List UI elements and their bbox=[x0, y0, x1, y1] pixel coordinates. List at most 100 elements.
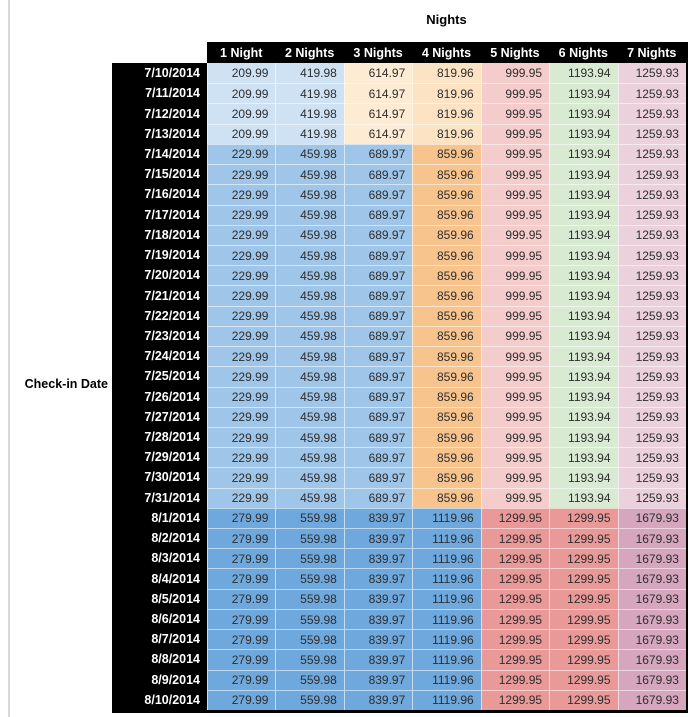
price-cell[interactable]: 1193.94 bbox=[549, 204, 618, 225]
price-cell[interactable]: 999.95 bbox=[480, 184, 550, 205]
price-cell[interactable]: 459.98 bbox=[275, 447, 344, 468]
price-cell[interactable]: 1193.94 bbox=[549, 164, 618, 185]
checkin-date-cell[interactable]: 8/7/2014 bbox=[112, 629, 207, 650]
price-cell[interactable]: 279.99 bbox=[207, 608, 276, 630]
price-cell[interactable]: 1193.94 bbox=[549, 83, 618, 104]
price-cell[interactable]: 209.99 bbox=[207, 103, 276, 124]
price-cell[interactable]: 229.99 bbox=[207, 184, 276, 205]
price-cell[interactable]: 279.99 bbox=[207, 689, 276, 710]
price-cell[interactable]: 689.97 bbox=[343, 447, 413, 468]
price-cell[interactable]: 999.95 bbox=[480, 467, 550, 488]
price-cell[interactable]: 689.97 bbox=[343, 143, 413, 165]
price-cell[interactable]: 229.99 bbox=[207, 386, 276, 407]
price-cell[interactable]: 614.97 bbox=[343, 83, 413, 104]
price-cell[interactable]: 1299.95 bbox=[549, 608, 618, 630]
price-cell[interactable]: 279.99 bbox=[207, 649, 276, 670]
price-cell[interactable]: 839.97 bbox=[343, 629, 413, 650]
checkin-date-cell[interactable]: 8/6/2014 bbox=[112, 608, 207, 630]
checkin-date-cell[interactable]: 8/5/2014 bbox=[112, 588, 207, 609]
price-cell[interactable]: 1119.96 bbox=[412, 507, 481, 529]
checkin-date-cell[interactable]: 7/28/2014 bbox=[112, 426, 207, 448]
price-cell[interactable]: 1299.95 bbox=[549, 588, 618, 609]
price-cell[interactable]: 859.96 bbox=[412, 386, 481, 407]
price-cell[interactable]: 279.99 bbox=[207, 588, 276, 609]
price-cell[interactable]: 559.98 bbox=[275, 629, 344, 650]
price-cell[interactable]: 459.98 bbox=[275, 244, 344, 266]
price-cell[interactable]: 1259.93 bbox=[617, 366, 686, 387]
price-cell[interactable]: 999.95 bbox=[480, 426, 550, 448]
price-cell[interactable]: 419.98 bbox=[275, 123, 344, 144]
price-cell[interactable]: 1193.94 bbox=[549, 366, 618, 387]
price-cell[interactable]: 229.99 bbox=[207, 406, 276, 427]
price-cell[interactable]: 859.96 bbox=[412, 224, 481, 245]
price-cell[interactable]: 1193.94 bbox=[549, 426, 618, 448]
column-header-cell[interactable]: 2 Nights bbox=[284, 45, 335, 60]
price-cell[interactable]: 689.97 bbox=[343, 204, 413, 225]
price-cell[interactable]: 229.99 bbox=[207, 426, 276, 448]
column-header-cell[interactable]: 1 Night bbox=[220, 45, 263, 60]
price-cell[interactable]: 689.97 bbox=[343, 346, 413, 367]
price-cell[interactable]: 419.98 bbox=[275, 63, 344, 84]
price-cell[interactable]: 229.99 bbox=[207, 204, 276, 225]
price-cell[interactable]: 1679.93 bbox=[617, 568, 686, 589]
price-cell[interactable]: 614.97 bbox=[343, 63, 413, 84]
price-cell[interactable]: 1259.93 bbox=[617, 467, 686, 488]
price-cell[interactable]: 689.97 bbox=[343, 366, 413, 387]
price-cell[interactable]: 459.98 bbox=[275, 366, 344, 387]
column-header-cell[interactable]: 7 Nights bbox=[627, 45, 677, 60]
price-cell[interactable]: 999.95 bbox=[480, 103, 550, 124]
price-cell[interactable]: 1299.95 bbox=[480, 669, 550, 690]
price-cell[interactable]: 1679.93 bbox=[617, 649, 686, 670]
price-cell[interactable]: 689.97 bbox=[343, 325, 413, 347]
price-cell[interactable]: 1259.93 bbox=[617, 305, 686, 326]
checkin-date-cell[interactable]: 8/2/2014 bbox=[112, 528, 207, 549]
price-cell[interactable]: 1193.94 bbox=[549, 63, 618, 84]
price-cell[interactable]: 1193.94 bbox=[549, 447, 618, 468]
price-cell[interactable]: 689.97 bbox=[343, 265, 413, 286]
checkin-date-cell[interactable]: 8/10/2014 bbox=[112, 689, 207, 710]
price-cell[interactable]: 999.95 bbox=[480, 224, 550, 245]
price-cell[interactable]: 689.97 bbox=[343, 184, 413, 205]
price-cell[interactable]: 459.98 bbox=[275, 467, 344, 488]
checkin-date-cell[interactable]: 7/10/2014 bbox=[112, 63, 207, 84]
price-cell[interactable]: 999.95 bbox=[480, 63, 550, 84]
price-cell[interactable]: 1259.93 bbox=[617, 244, 686, 266]
price-cell[interactable]: 1299.95 bbox=[549, 649, 618, 670]
price-cell[interactable]: 859.96 bbox=[412, 346, 481, 367]
price-cell[interactable]: 279.99 bbox=[207, 548, 276, 569]
price-cell[interactable]: 1259.93 bbox=[617, 164, 686, 185]
checkin-date-cell[interactable]: 7/21/2014 bbox=[112, 285, 207, 306]
price-cell[interactable]: 689.97 bbox=[343, 164, 413, 185]
checkin-date-cell[interactable]: 7/18/2014 bbox=[112, 224, 207, 245]
price-cell[interactable]: 1193.94 bbox=[549, 244, 618, 266]
price-cell[interactable]: 614.97 bbox=[343, 103, 413, 124]
price-cell[interactable]: 614.97 bbox=[343, 123, 413, 144]
price-cell[interactable]: 1259.93 bbox=[617, 487, 686, 508]
checkin-date-cell[interactable]: 7/11/2014 bbox=[112, 83, 207, 104]
price-cell[interactable]: 839.97 bbox=[343, 588, 413, 609]
price-cell[interactable]: 1259.93 bbox=[617, 103, 686, 124]
price-cell[interactable]: 229.99 bbox=[207, 143, 276, 165]
price-cell[interactable]: 839.97 bbox=[343, 568, 413, 589]
price-cell[interactable]: 859.96 bbox=[412, 325, 481, 347]
price-cell[interactable]: 689.97 bbox=[343, 285, 413, 306]
price-cell[interactable]: 1259.93 bbox=[617, 447, 686, 468]
price-cell[interactable]: 1119.96 bbox=[412, 629, 481, 650]
price-cell[interactable]: 1259.93 bbox=[617, 224, 686, 245]
price-cell[interactable]: 1119.96 bbox=[412, 548, 481, 569]
price-cell[interactable]: 229.99 bbox=[207, 265, 276, 286]
price-cell[interactable]: 1119.96 bbox=[412, 669, 481, 690]
price-cell[interactable]: 1259.93 bbox=[617, 204, 686, 225]
price-cell[interactable]: 689.97 bbox=[343, 244, 413, 266]
checkin-date-cell[interactable]: 8/4/2014 bbox=[112, 568, 207, 589]
price-cell[interactable]: 819.96 bbox=[412, 63, 481, 84]
price-cell[interactable]: 859.96 bbox=[412, 244, 481, 266]
column-header-cell[interactable]: 6 Nights bbox=[558, 45, 608, 60]
price-cell[interactable]: 859.96 bbox=[412, 447, 481, 468]
price-cell[interactable]: 559.98 bbox=[275, 649, 344, 670]
price-cell[interactable]: 859.96 bbox=[412, 487, 481, 508]
checkin-date-cell[interactable]: 7/20/2014 bbox=[112, 265, 207, 286]
price-cell[interactable]: 1679.93 bbox=[617, 588, 686, 609]
price-cell[interactable]: 839.97 bbox=[343, 548, 413, 569]
price-cell[interactable]: 1193.94 bbox=[549, 285, 618, 306]
